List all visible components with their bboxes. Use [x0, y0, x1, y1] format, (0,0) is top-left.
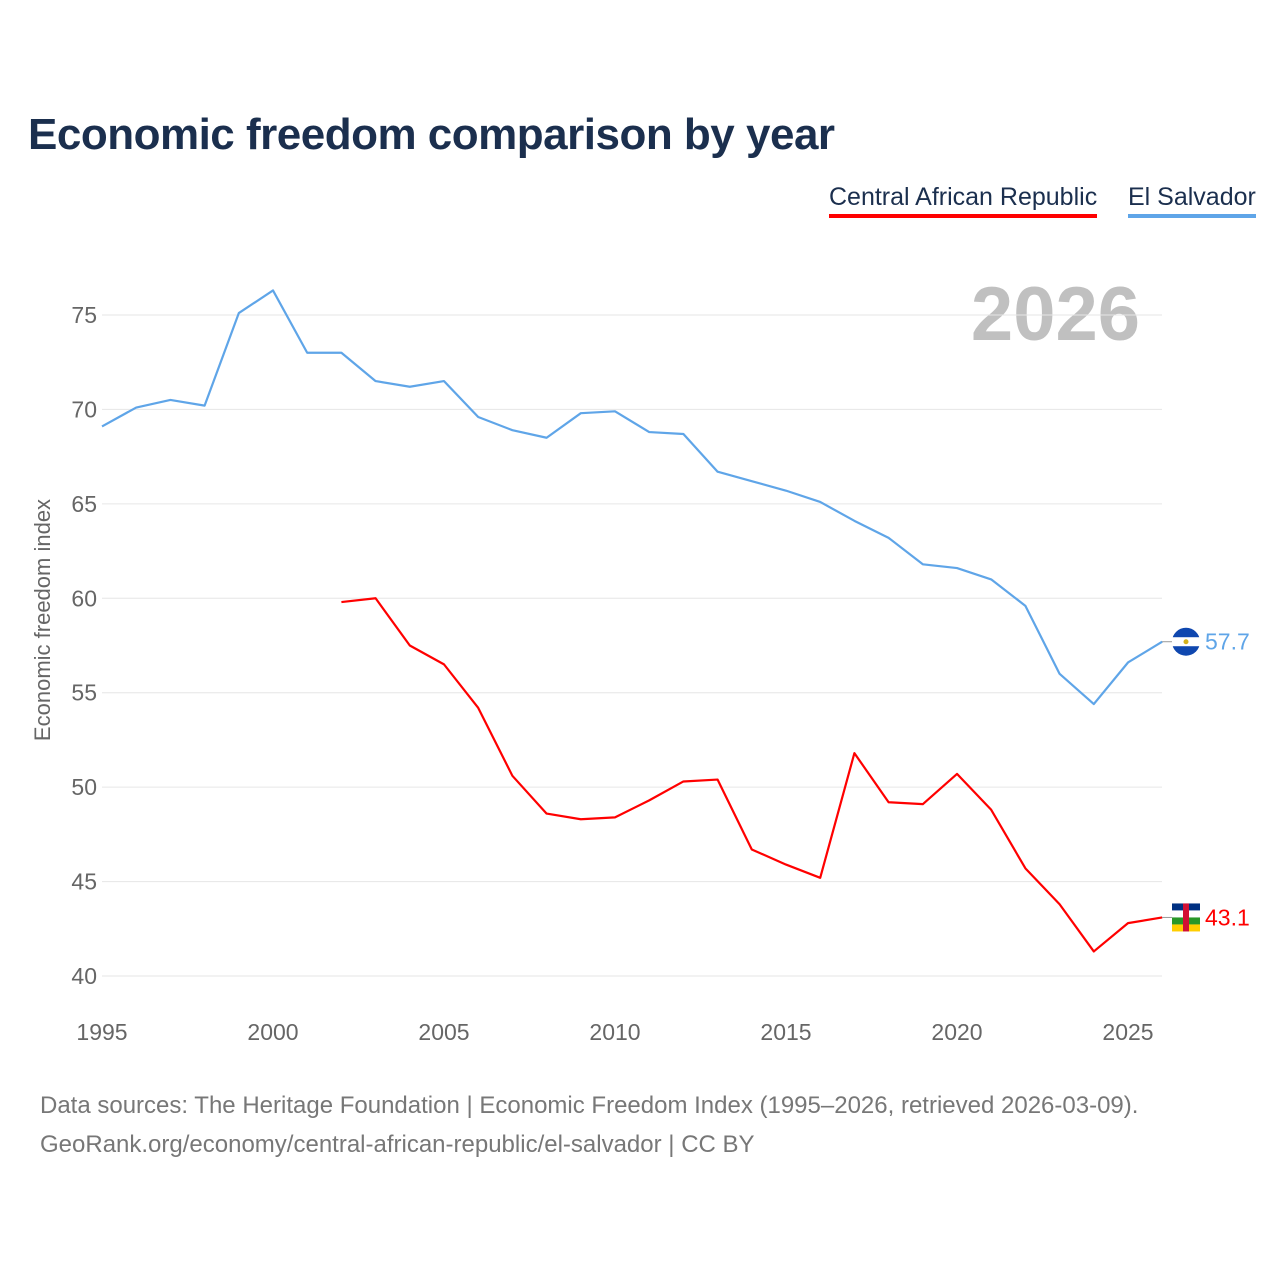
y-tick-label: 40 — [71, 963, 97, 989]
y-tick-label: 55 — [71, 680, 97, 706]
x-tick-label: 1995 — [76, 1019, 127, 1045]
y-tick-label: 65 — [71, 491, 97, 517]
y-tick-label: 45 — [71, 869, 97, 895]
series-line-el-salvador — [101, 289, 1163, 706]
x-tick-label: 2025 — [1102, 1019, 1153, 1045]
data-source-text: Data sources: The Heritage Foundation | … — [40, 1092, 1139, 1119]
legend-item-el-salvador[interactable]: El Salvador — [1128, 183, 1256, 218]
x-tick-label: 2020 — [931, 1019, 982, 1045]
y-tick-label: 75 — [71, 302, 97, 328]
chart-title: Economic freedom comparison by year — [28, 110, 835, 159]
source-link[interactable]: GeoRank.org/economy/central-african-repu… — [40, 1131, 755, 1158]
legend-item-central-african-republic[interactable]: Central African Republic — [829, 183, 1098, 218]
y-tick-label: 50 — [71, 774, 97, 800]
footer: Data sources: The Heritage Foundation | … — [40, 1086, 1138, 1164]
y-tick-label: 70 — [71, 396, 97, 422]
flag-emblem — [1183, 639, 1189, 645]
x-tick-label: 2010 — [589, 1019, 640, 1045]
x-tick-label: 2000 — [247, 1019, 298, 1045]
end-value-label: 43.1 — [1205, 904, 1250, 930]
y-tick-label: 60 — [71, 585, 97, 611]
y-axis-label: Economic freedom index — [30, 499, 55, 741]
x-tick-label: 2015 — [760, 1019, 811, 1045]
series-line-central-african-republic — [341, 597, 1163, 953]
flag-stripe — [1183, 903, 1189, 932]
x-tick-label: 2005 — [418, 1019, 469, 1045]
end-value-label: 57.7 — [1205, 629, 1250, 655]
